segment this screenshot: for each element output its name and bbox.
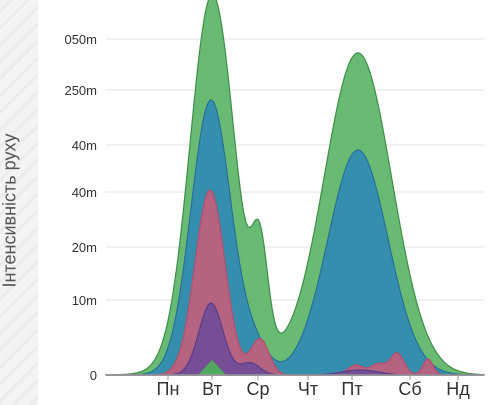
y-tick-label: 40m (72, 185, 97, 200)
y-tick-label: 0 (90, 368, 97, 383)
y-tick-label: 050m (64, 32, 97, 47)
y-tick-label: 40m (72, 138, 97, 153)
x-tick-label: Пт (341, 379, 362, 399)
area-series-green-base (198, 360, 226, 375)
x-tick-label: Чт (298, 379, 318, 399)
area-series-green (105, 0, 485, 376)
y-tick-label: 20m (72, 240, 97, 255)
background-texture (0, 0, 38, 405)
x-tick-label: Пн (157, 379, 180, 399)
x-tick-label: Ср (246, 379, 269, 399)
x-tick-label: Вт (202, 379, 222, 399)
y-tick-label: 10m (72, 293, 97, 308)
y-tick-label: 250m (64, 83, 97, 98)
x-tick-label: Сб (398, 379, 421, 399)
x-tick-label: Нд (446, 379, 470, 399)
